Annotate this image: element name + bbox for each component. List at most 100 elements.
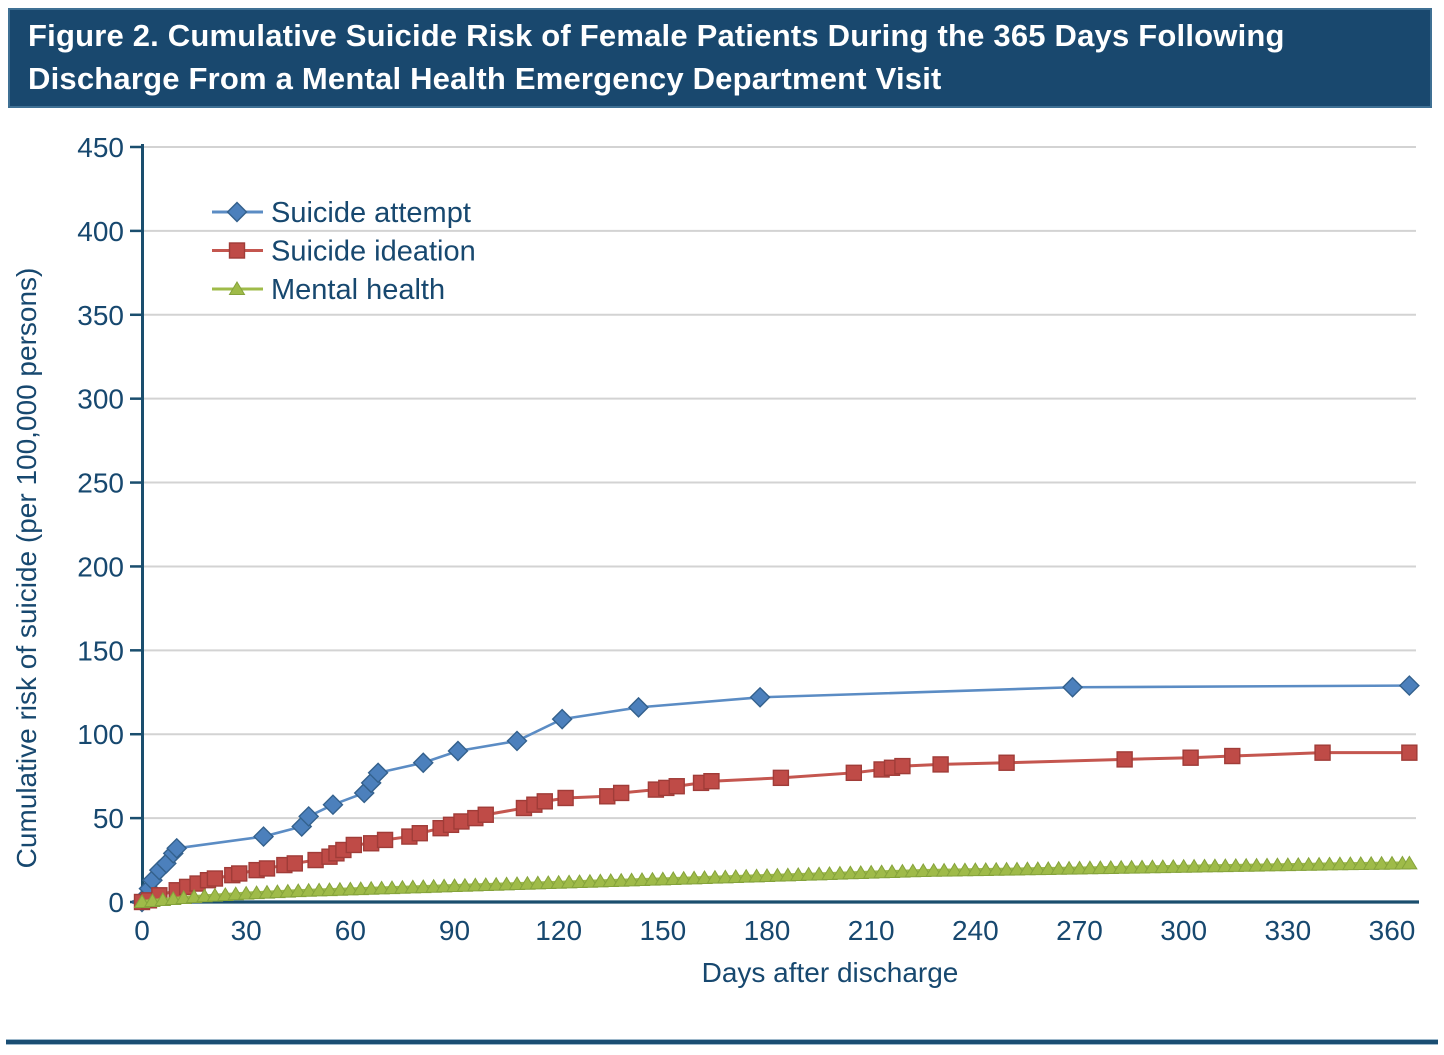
- marker-mental-health: [539, 875, 557, 890]
- marker-suicide-ideation: [477, 806, 494, 823]
- marker-mental-health: [248, 885, 265, 900]
- marker-mental-health: [810, 866, 828, 881]
- marker-mental-health: [998, 861, 1015, 876]
- marker-mental-health: [289, 883, 307, 898]
- marker-suicide-ideation: [932, 756, 949, 773]
- marker-mental-health: [1383, 855, 1401, 870]
- marker-mental-health: [1331, 856, 1349, 871]
- legend-marker-suicide-attempt: [226, 201, 248, 223]
- marker-mental-health: [1008, 861, 1026, 876]
- x-tick-label-30: 30: [231, 915, 262, 946]
- marker-mental-health: [1123, 859, 1140, 874]
- marker-mental-health: [1144, 859, 1161, 874]
- marker-mental-health: [196, 888, 213, 903]
- marker-mental-health: [737, 868, 755, 883]
- marker-mental-health: [602, 873, 620, 888]
- marker-mental-health: [591, 873, 609, 888]
- marker-mental-health: [508, 876, 526, 891]
- y-axis-title: Cumulative risk of suicide (per 100,000 …: [11, 268, 42, 869]
- marker-mental-health: [487, 876, 505, 891]
- marker-mental-health: [1029, 861, 1047, 876]
- marker-mental-health: [873, 864, 890, 879]
- marker-mental-health: [1248, 857, 1265, 872]
- marker-mental-health: [185, 888, 203, 903]
- marker-mental-health: [1091, 860, 1109, 875]
- x-tick-label-240: 240: [952, 915, 999, 946]
- marker-mental-health: [706, 869, 724, 884]
- marker-suicide-ideation: [668, 778, 685, 795]
- marker-mental-health: [696, 870, 713, 885]
- marker-suicide-ideation: [258, 860, 276, 877]
- marker-mental-health: [581, 873, 599, 888]
- legend-label-suicide-attempt: Suicide attempt: [271, 197, 471, 229]
- marker-mental-health: [1019, 861, 1036, 876]
- x-tick-label-360: 360: [1369, 915, 1416, 946]
- marker-mental-health: [466, 877, 484, 892]
- marker-mental-health: [571, 874, 588, 889]
- marker-suicide-attempt: [749, 686, 771, 708]
- y-tick-label-300: 300: [77, 384, 124, 415]
- marker-mental-health: [1289, 856, 1307, 871]
- marker-mental-health: [1279, 857, 1297, 872]
- marker-mental-health: [883, 863, 901, 878]
- figure-title: Figure 2. Cumulative Suicide Risk of Fem…: [28, 18, 1285, 96]
- marker-mental-health: [633, 872, 651, 887]
- marker-mental-health: [237, 885, 255, 900]
- marker-mental-health: [310, 882, 328, 897]
- marker-mental-health: [894, 863, 911, 878]
- marker-suicide-ideation: [1224, 747, 1241, 765]
- marker-mental-health: [1373, 855, 1390, 870]
- marker-suicide-attempt: [412, 752, 434, 774]
- marker-mental-health: [550, 874, 568, 889]
- marker-mental-health: [1362, 855, 1380, 870]
- marker-mental-health: [258, 884, 276, 899]
- marker-mental-health: [425, 878, 443, 893]
- marker-suicide-attempt: [253, 826, 275, 848]
- marker-mental-health: [1185, 858, 1203, 873]
- marker-mental-health: [456, 877, 474, 892]
- x-tick-label-270: 270: [1056, 915, 1103, 946]
- marker-mental-health: [612, 872, 630, 887]
- marker-suicide-ideation: [1182, 749, 1199, 766]
- marker-suicide-ideation: [998, 754, 1015, 771]
- marker-mental-health: [300, 882, 318, 897]
- marker-mental-health: [623, 872, 640, 887]
- marker-mental-health: [1216, 858, 1234, 873]
- marker-mental-health: [946, 862, 963, 877]
- marker-mental-health: [935, 862, 953, 877]
- y-tick-label-0: 0: [108, 887, 124, 918]
- marker-suicide-ideation: [231, 865, 248, 882]
- marker-suicide-ideation: [286, 855, 303, 872]
- y-tick-label-350: 350: [77, 300, 124, 331]
- marker-mental-health: [852, 865, 870, 879]
- marker-suicide-attempt: [298, 805, 320, 827]
- marker-mental-health: [414, 879, 432, 894]
- legend-label-mental-health: Mental health: [271, 274, 445, 306]
- x-tick-label-120: 120: [535, 915, 582, 946]
- marker-mental-health: [1196, 858, 1213, 873]
- marker-suicide-ideation: [1116, 751, 1133, 768]
- x-tick-label-0: 0: [134, 915, 150, 946]
- marker-mental-health: [331, 881, 349, 896]
- marker-mental-health: [654, 871, 672, 886]
- marker-mental-health: [216, 886, 234, 901]
- marker-mental-health: [675, 870, 693, 885]
- marker-mental-health: [352, 881, 370, 896]
- x-tick-label-210: 210: [848, 915, 895, 946]
- marker-suicide-ideation: [345, 836, 363, 854]
- marker-mental-health: [341, 881, 359, 896]
- marker-suicide-attempt: [166, 837, 188, 859]
- marker-mental-health: [904, 863, 922, 878]
- marker-mental-health: [1164, 858, 1182, 873]
- y-tick-label-50: 50: [93, 803, 124, 834]
- x-tick-label-300: 300: [1160, 915, 1207, 946]
- marker-mental-health: [1039, 860, 1057, 875]
- marker-suicide-ideation: [307, 851, 324, 869]
- x-axis-title: Days after discharge: [702, 957, 959, 988]
- marker-mental-health: [1133, 859, 1151, 874]
- marker-mental-health: [644, 871, 661, 886]
- marker-mental-health: [1154, 859, 1172, 874]
- marker-suicide-ideation: [612, 784, 630, 802]
- marker-mental-health: [477, 877, 495, 892]
- x-tick-label-180: 180: [744, 915, 791, 946]
